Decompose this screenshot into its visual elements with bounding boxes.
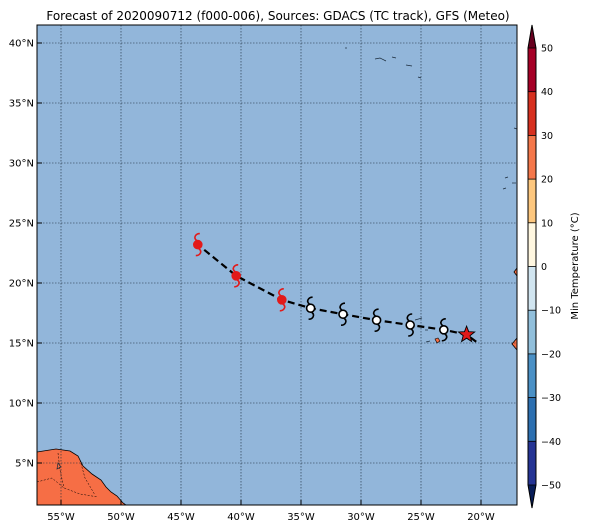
colorbar-tick-label: 20	[541, 175, 553, 186]
cape-verde-island	[414, 317, 423, 321]
colorbar-tick-label: 30	[541, 131, 553, 142]
colorbar-extend-low	[528, 485, 536, 508]
cape-verde-island	[425, 340, 431, 343]
azores-island	[405, 64, 413, 67]
lesser-antilles-island	[56, 462, 62, 470]
colorbar-segment	[528, 310, 536, 354]
longitude-ticks: 55°W 50°W 45°W 40°W 35°W 30°W 25°W 20°W	[47, 500, 495, 523]
lat-tick-label: 20°N	[9, 279, 34, 290]
colorbar-tick-label: 50	[541, 44, 553, 55]
storm-track	[193, 232, 477, 343]
map-panel: 55°W 50°W 45°W 40°W 35°W 30°W 25°W 20°W 5°N 10°N…	[9, 24, 518, 523]
lat-tick-label: 15°N	[9, 339, 34, 350]
lat-tick-label: 5°N	[15, 459, 34, 470]
canary-island	[502, 187, 507, 190]
africa-coast	[513, 267, 517, 277]
lat-tick-label: 40°N	[9, 39, 34, 50]
cape-verde-fogo	[434, 337, 441, 344]
lat-tick-label: 25°N	[9, 219, 34, 230]
tropical-depression-symbol	[438, 317, 449, 342]
senegal-coast	[511, 337, 517, 351]
lon-tick-label: 30°W	[347, 512, 375, 523]
colorbar-tick-label: −30	[541, 393, 561, 404]
map-frame	[36, 24, 518, 506]
colorbar-segment	[528, 397, 536, 442]
canary-island	[504, 176, 509, 179]
latitude-ticks: 5°N 10°N 15°N 20°N 25°N 30°N 35°N 40°N	[9, 39, 42, 470]
brazil-border	[37, 477, 99, 498]
island-outlines	[56, 47, 517, 470]
colorbar-segment	[528, 179, 536, 223]
lat-tick-label: 35°N	[9, 99, 34, 110]
track-line	[197, 243, 477, 343]
french-guiana-border	[79, 459, 96, 496]
colorbar-segment	[528, 48, 536, 92]
colorbar-segment	[528, 441, 536, 485]
tropical-storm-symbol	[193, 232, 203, 257]
ocean-background	[37, 25, 517, 505]
colorbar-tick-label: −50	[541, 481, 561, 492]
suriname-border	[57, 452, 65, 489]
colorbar-tick-label: −20	[541, 349, 561, 360]
lon-tick-label: 45°W	[167, 512, 195, 523]
figure-title: Forecast of 2020090712 (f000-006), Sourc…	[46, 9, 509, 23]
colorbar-segment	[528, 91, 536, 136]
tropical-storm-symbol	[231, 263, 241, 288]
azores-island	[417, 76, 422, 79]
colorbar-extend-high	[528, 25, 536, 48]
lat-tick-label: 30°N	[9, 159, 34, 170]
colorbar-tick-label: −40	[541, 437, 561, 448]
current-position-marker	[457, 324, 476, 343]
colorbar-segment	[528, 353, 536, 398]
colorbar-tick-label: 40	[541, 87, 553, 98]
lat-tick-label: 10°N	[9, 399, 34, 410]
lon-tick-label: 25°W	[407, 512, 435, 523]
lon-tick-label: 40°W	[227, 512, 255, 523]
lon-tick-label: 35°W	[287, 512, 315, 523]
graticule	[37, 25, 517, 505]
colorbar: −50 −40 −30 −20 −10 0 10 20 30 40 50 Min Temperatu…	[527, 24, 581, 509]
tropical-depression-symbol	[371, 308, 382, 333]
tropical-storm-symbol	[276, 287, 287, 312]
tropical-depression-symbol	[305, 296, 316, 321]
lon-tick-label: 20°W	[467, 512, 495, 523]
colorbar-segment	[528, 266, 536, 311]
azores-island	[374, 57, 387, 62]
colorbar-tick-label: −10	[541, 306, 561, 317]
azores-island	[391, 56, 397, 59]
colorbar-tick-label: 10	[541, 218, 553, 229]
tropical-depression-symbol	[405, 313, 416, 337]
lon-tick-label: 50°W	[107, 512, 135, 523]
colorbar-segment	[528, 222, 536, 267]
lon-tick-label: 55°W	[47, 512, 75, 523]
colorbar-segment	[528, 135, 536, 180]
colorbar-tick-label: 0	[541, 262, 547, 273]
tropical-depression-symbol	[338, 302, 348, 327]
colorbar-label: Min Temperature (°C)	[570, 212, 581, 319]
